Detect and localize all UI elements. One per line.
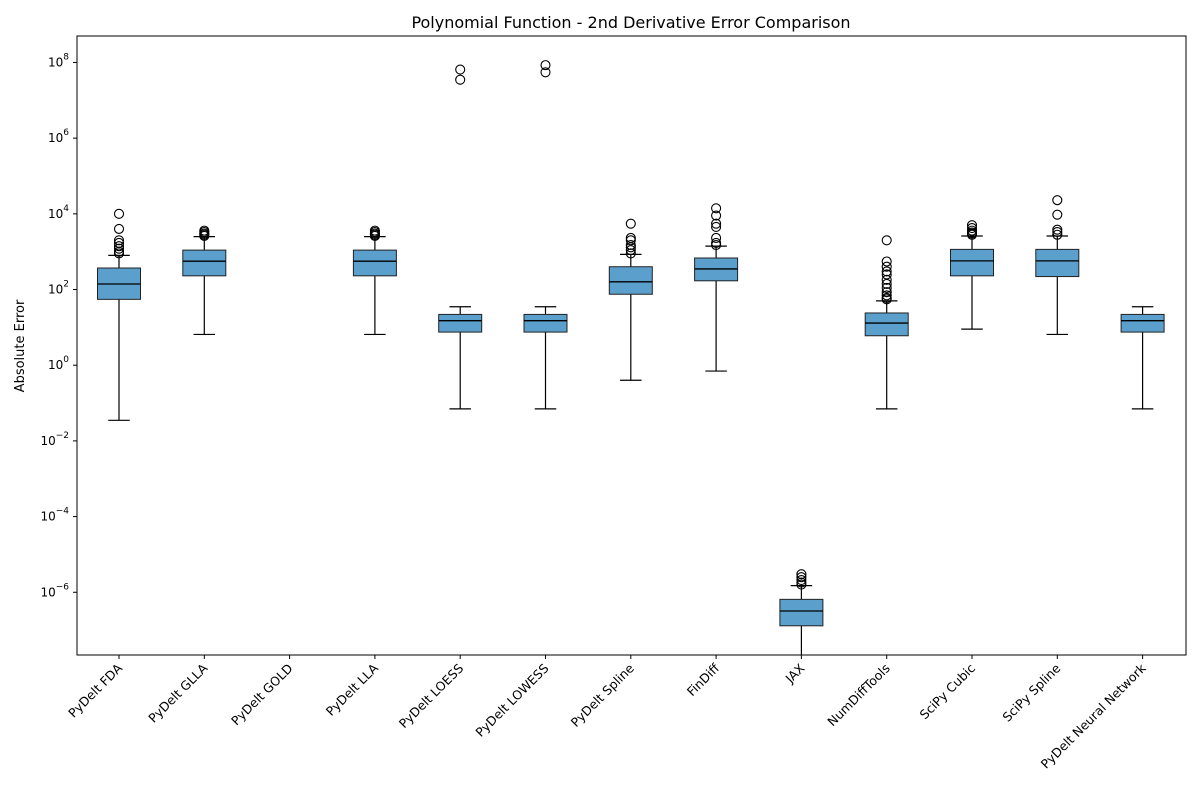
- outlier-point: [881, 290, 892, 301]
- x-axis-ticks: PyDelt FDA PyDelt GLLA PyDelt GOLD PyDelt L…: [65, 655, 1149, 772]
- x-tick-label: SciPy Spline: [999, 660, 1063, 724]
- outlier-point: [625, 218, 636, 229]
- outlier-point: [455, 74, 466, 85]
- y-tick-label: 10−6: [40, 582, 69, 599]
- outlier-point: [881, 274, 892, 285]
- outlier-point: [881, 235, 892, 246]
- box: [523, 313, 568, 333]
- outlier-point: [711, 210, 722, 221]
- outlier-point: [113, 208, 125, 219]
- x-tick-label: PyDelt FDA: [65, 660, 125, 720]
- x-tick-label: PyDelt Spline: [568, 660, 638, 730]
- outlier-point: [369, 225, 380, 236]
- box: [1120, 313, 1165, 333]
- outlier-point: [796, 572, 807, 583]
- outlier-point: [1052, 229, 1063, 240]
- x-tick-label: JAX: [782, 660, 808, 686]
- outlier-point: [881, 269, 892, 280]
- outlier-point: [540, 60, 551, 71]
- box: [950, 248, 994, 277]
- x-tick-label: PyDelt LLA: [323, 660, 382, 719]
- outlier-point: [113, 237, 125, 249]
- x-tick-label: PyDelt GOLD: [228, 661, 296, 729]
- box-layer: [97, 60, 1165, 655]
- plot-frame: [76, 35, 1187, 656]
- y-tick-label: 102: [48, 280, 69, 297]
- outlier-point: [199, 225, 210, 236]
- plot-area: [97, 60, 1165, 655]
- outlier-point: [625, 232, 636, 244]
- y-tick-label: 106: [48, 128, 69, 145]
- outlier-point: [625, 245, 636, 256]
- outlier-point: [796, 575, 807, 586]
- box: [864, 312, 909, 337]
- box: [182, 249, 227, 277]
- outlier-point: [1052, 227, 1063, 238]
- box: [779, 598, 824, 627]
- outlier-point: [1052, 209, 1063, 220]
- outlier-point: [540, 67, 551, 78]
- outlier-point: [625, 239, 636, 251]
- outlier-point: [796, 569, 807, 580]
- box: [608, 266, 653, 295]
- y-tick-label: 10−4: [40, 507, 69, 524]
- outlier-point: [1052, 224, 1063, 235]
- outlier-point: [455, 64, 466, 75]
- outlier-point: [625, 235, 636, 246]
- outlier-point: [113, 241, 125, 252]
- y-tick-label: 10−2: [40, 431, 69, 448]
- outlier-point: [711, 203, 722, 214]
- y-axis-ticks: 108 106 104 102 100 10−2 10−4 10−6: [40, 52, 77, 599]
- outlier-point: [113, 243, 125, 254]
- box: [1035, 248, 1080, 278]
- outlier-point: [796, 577, 807, 588]
- x-tick-label: SciPy Cubic: [917, 660, 979, 722]
- y-tick-label: 104: [48, 204, 69, 221]
- outlier-point: [711, 237, 722, 249]
- outlier-point: [113, 235, 125, 246]
- outlier-point: [881, 282, 892, 294]
- box: [352, 249, 397, 277]
- x-tick-label: NumDiffTools: [824, 661, 893, 730]
- outlier-point: [711, 232, 722, 244]
- y-tick-label: 108: [48, 52, 69, 69]
- outlier-point: [113, 223, 125, 234]
- x-tick-label: PyDelt LOWESS: [472, 660, 551, 739]
- outlier-point: [881, 292, 892, 303]
- chart-title: Polynomial Function - 2nd Derivative Err…: [411, 13, 850, 32]
- outlier-point: [966, 223, 978, 234]
- x-tick-label: PyDelt LOESS: [396, 660, 467, 731]
- outlier-point: [1052, 195, 1063, 206]
- y-tick-label: 100: [48, 355, 69, 372]
- y-axis-label: Absolute Error: [13, 299, 28, 392]
- outlier-point: [711, 221, 722, 233]
- outlier-point: [966, 220, 978, 231]
- x-tick-label: FinDiff: [684, 660, 723, 699]
- outlier-point: [711, 218, 722, 229]
- outlier-point: [881, 261, 892, 272]
- outlier-point: [881, 287, 892, 298]
- outlier-point: [625, 248, 636, 259]
- outlier-point: [966, 225, 978, 236]
- outlier-point: [881, 256, 892, 267]
- x-tick-label: PyDelt GLLA: [145, 660, 210, 725]
- outlier-point: [881, 266, 892, 277]
- box: [438, 313, 483, 333]
